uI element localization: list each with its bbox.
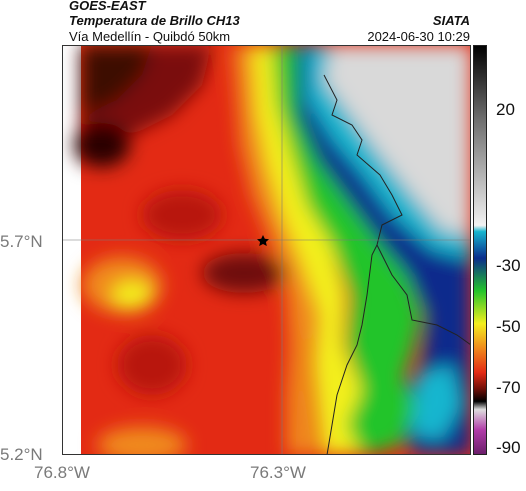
- colorbar-tick-20: 20: [496, 100, 515, 119]
- colorbar-tick-minus50: -50: [496, 317, 521, 336]
- temperature-colorbar: [473, 45, 487, 455]
- boundary-line-east: [376, 244, 471, 346]
- colorbar-tick-minus90: -90: [496, 438, 521, 457]
- longitude-label-76.8: 76.8°W: [34, 463, 90, 482]
- satellite-name: GOES-EAST: [69, 0, 146, 13]
- satellite-map: [62, 45, 471, 455]
- latitude-label-5.2: 5.2°N: [0, 445, 43, 464]
- region-label: Vía Medellín - Quibdó 50km: [69, 29, 231, 44]
- location-star-marker: [257, 235, 269, 246]
- latitude-label-5.7: 5.7°N: [0, 232, 43, 251]
- colorbar-tick-minus30: -30: [496, 256, 521, 275]
- product-title: Temperatura de Brillo CH13: [69, 13, 240, 28]
- longitude-label-76.3: 76.3°W: [250, 463, 306, 482]
- timestamp-label: 2024-06-30 10:29: [367, 29, 470, 44]
- organization-label: SIATA: [432, 13, 470, 28]
- colorbar-tick-minus70: -70: [496, 378, 521, 397]
- brightness-temperature-field: [74, 45, 471, 455]
- boundary-line-north: [323, 74, 403, 455]
